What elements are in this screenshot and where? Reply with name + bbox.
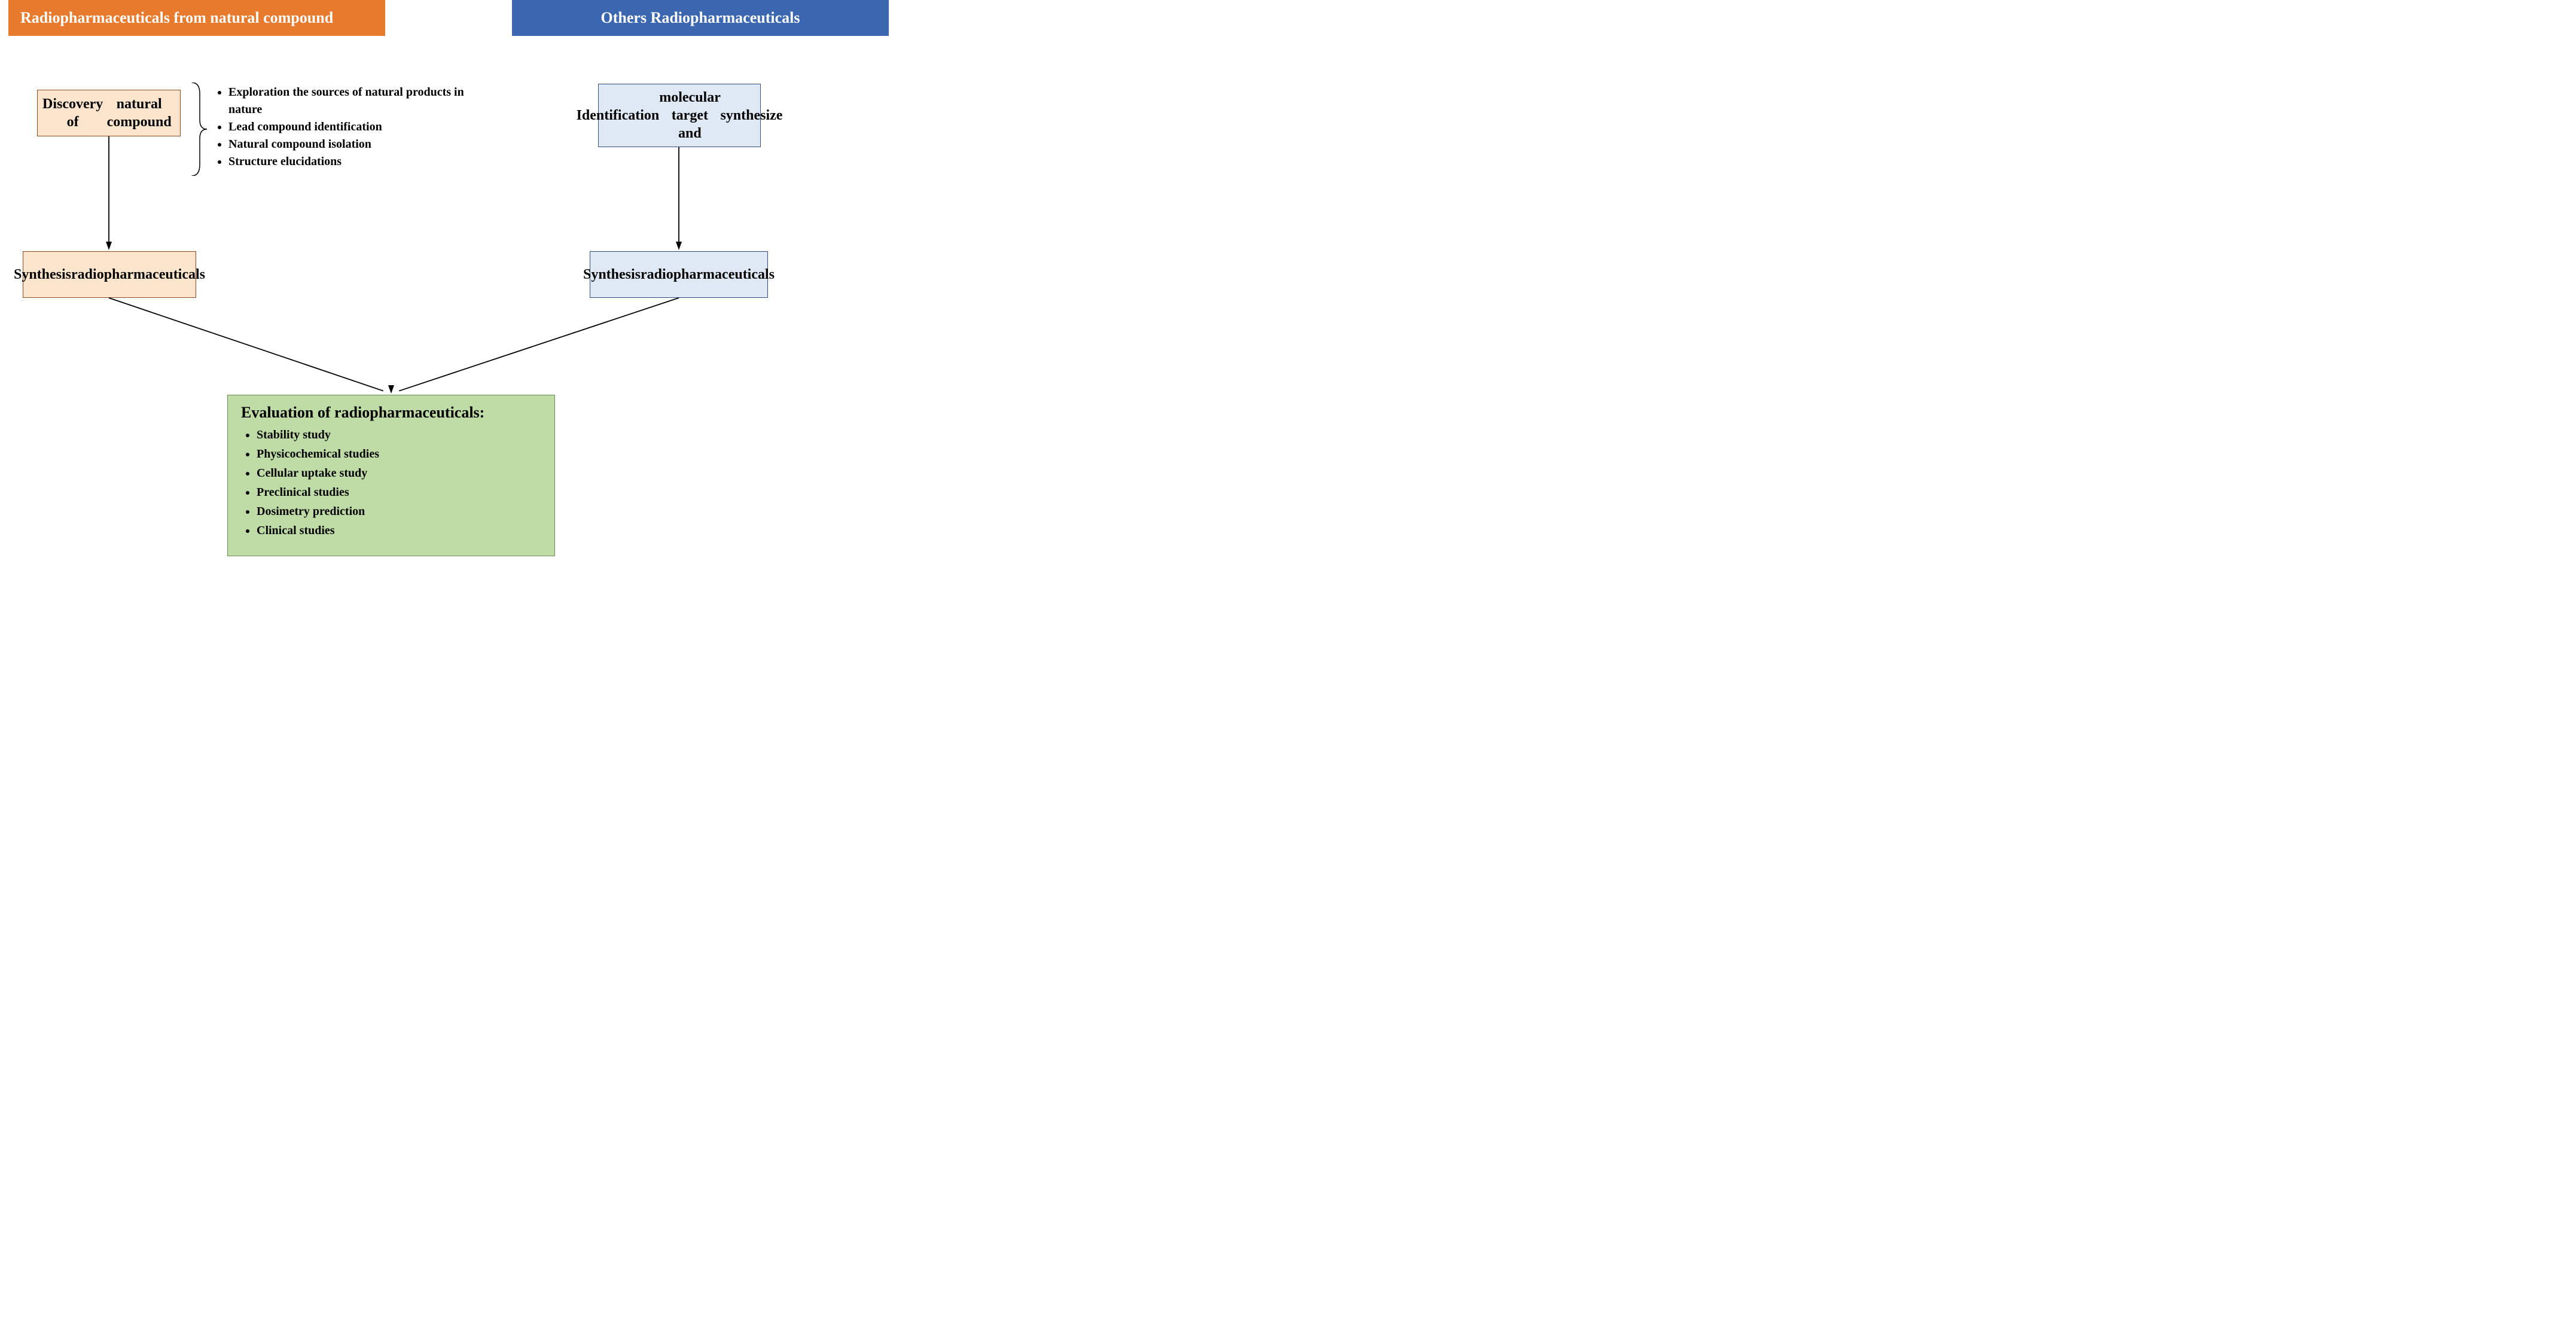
discovery-bullet-item: Natural compound isolation — [228, 136, 488, 153]
node-synth-left: Synthesisradiopharmaceuticals — [23, 251, 196, 298]
node-identify-right: Identificationmolecular target andsynthe… — [598, 84, 761, 147]
evaluation-list-item: Physicochemical studies — [257, 444, 541, 464]
evaluation-list-item: Stability study — [257, 425, 541, 444]
discovery-bullets: Exploration the sources of natural produ… — [213, 84, 488, 170]
node-synth-right: Synthesisradiopharmaceuticals — [590, 251, 768, 298]
header-left: Radiopharmaceuticals from natural compou… — [8, 0, 385, 36]
evaluation-list-item: Dosimetry prediction — [257, 502, 541, 521]
discovery-bullet-item: Structure elucidations — [228, 153, 488, 170]
header-right: Others Radiopharmaceuticals — [512, 0, 889, 36]
discovery-bullet-item: Exploration the sources of natural produ… — [228, 84, 488, 118]
discovery-bullets-ul: Exploration the sources of natural produ… — [213, 84, 488, 170]
evaluation-list-item: Preclinical studies — [257, 483, 541, 502]
header-left-text: Radiopharmaceuticals from natural compou… — [20, 9, 333, 27]
evaluation-title: Evaluation of radiopharmaceuticals: — [241, 404, 541, 422]
evaluation-list-item: Clinical studies — [257, 521, 541, 540]
brace-icon — [189, 83, 207, 176]
diagram-canvas: Radiopharmaceuticals from natural compou… — [0, 0, 909, 592]
evaluation-box: Evaluation of radiopharmaceuticals: Stab… — [227, 395, 555, 556]
evaluation-list-item: Cellular uptake study — [257, 464, 541, 483]
node-discovery: Discovery ofnatural compound — [37, 90, 181, 136]
discovery-bullet-item: Lead compound identification — [228, 118, 488, 136]
evaluation-list: Stability studyPhysicochemical studiesCe… — [241, 425, 541, 540]
header-right-text: Others Radiopharmaceuticals — [601, 9, 800, 27]
